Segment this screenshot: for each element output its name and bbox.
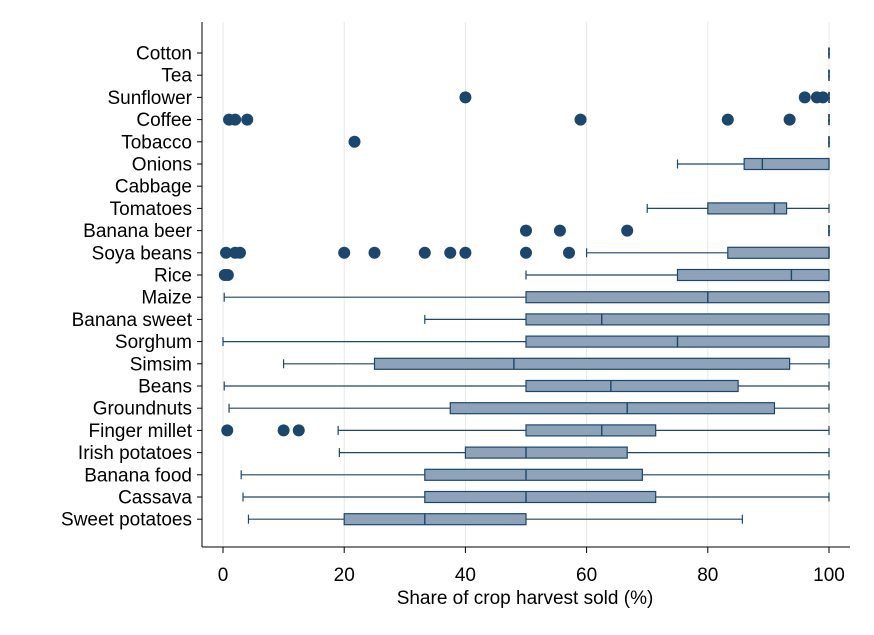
x-tick-label-80: 80 [697,565,718,586]
box-tobacco [348,135,830,148]
axes: 0 20 40 60 80 100 [201,22,850,586]
box-groundnuts [228,402,830,415]
x-tick-label-20: 20 [334,565,355,586]
y-tick-label-sorghum: Sorghum [115,332,192,353]
outlier-point [233,246,246,259]
y-tick-label-banana-sweet: Banana sweet [72,310,193,331]
box-banana-beer [520,224,830,237]
outlier-point [338,246,351,259]
outlier-point [798,91,811,104]
box-tomatoes [646,202,830,215]
y-tick-label-tobacco: Tobacco [121,132,192,153]
category-labels: CottonTeaSunflowerCoffeeTobaccoOnionsCab… [61,44,202,531]
outlier-point [444,246,457,259]
box-onions [676,157,830,171]
outlier-point [459,246,472,259]
box-rice [218,268,830,282]
outlier-point [574,113,587,126]
outlier-point [721,113,734,126]
iqr-box [464,446,628,459]
outlier-point [220,246,233,259]
iqr-box [424,468,643,481]
iqr-box [707,202,788,215]
outlier-point [563,246,576,259]
y-tick-label-tea: Tea [161,66,192,87]
box-banana-sweet [424,313,830,326]
box-cassava [242,490,830,504]
iqr-box [727,246,830,259]
iqr-box [373,357,791,370]
box-sweet-potatoes [247,513,743,526]
outlier-point [277,424,290,437]
box-finger-millet [221,424,830,437]
y-tick-label-finger-millet: Finger millet [89,421,193,442]
y-tick-label-soya-beans: Soya beans [92,243,192,264]
y-tick-label-sunflower: Sunflower [108,88,193,109]
iqr-box [424,490,657,504]
x-tick-label-60: 60 [576,565,597,586]
y-tick-label-maize: Maize [141,288,192,309]
y-tick-label-onions: Onions [132,155,192,176]
y-tick-label-rice: Rice [154,266,192,287]
box-sunflower [459,91,830,104]
outlier-point [241,113,254,126]
iqr-box [676,268,830,282]
box-sorghum [222,335,830,348]
outlier-point [348,135,361,148]
y-tick-label-cabbage: Cabbage [115,177,192,198]
box-soya-beans [220,246,830,259]
outlier-point [418,246,431,259]
box-maize [223,291,830,304]
y-tick-label-sweet-potatoes: Sweet potatoes [61,510,192,531]
iqr-box [343,513,527,526]
outlier-point [292,424,305,437]
box-banana-food [240,468,830,481]
iqr-box [449,402,776,415]
iqr-box [743,157,830,171]
outlier-point [520,224,532,237]
x-tick-label-100: 100 [813,565,845,586]
y-tick-label-coffee: Coffee [136,110,192,131]
gridlines [222,22,830,547]
iqr-box [525,424,657,437]
box-simsim [283,357,830,370]
outlier-point [783,113,796,126]
outlier-point [229,113,242,126]
box-beans [223,379,830,393]
y-tick-label-irish-potatoes: Irish potatoes [78,443,192,464]
outlier-point [368,246,381,259]
y-tick-label-cotton: Cotton [136,44,192,65]
y-tick-label-cassava: Cassava [118,488,192,509]
x-axis-title: Share of crop harvest sold (%) [397,588,654,609]
iqr-box [525,379,739,393]
outlier-point [221,424,234,437]
outlier-point [816,91,829,104]
y-tick-label-banana-beer: Banana beer [83,221,192,242]
y-tick-label-groundnuts: Groundnuts [93,399,192,420]
y-tick-label-beans: Beans [138,377,192,398]
box-irish-potatoes [338,446,830,459]
iqr-box [525,313,830,326]
x-tick-label-0: 0 [218,565,229,586]
y-tick-label-simsim: Simsim [130,354,192,375]
y-tick-label-tomatoes: Tomatoes [110,199,192,220]
y-tick-label-banana-food: Banana food [84,465,192,486]
x-tick-label-40: 40 [455,565,476,586]
outlier-point [459,91,472,104]
outlier-point [520,246,532,259]
box-coffee [223,113,830,126]
outlier-point [621,224,634,237]
iqr-box [525,291,830,304]
outlier-point [221,269,234,281]
outlier-point [553,224,566,237]
plot-area [218,47,830,526]
